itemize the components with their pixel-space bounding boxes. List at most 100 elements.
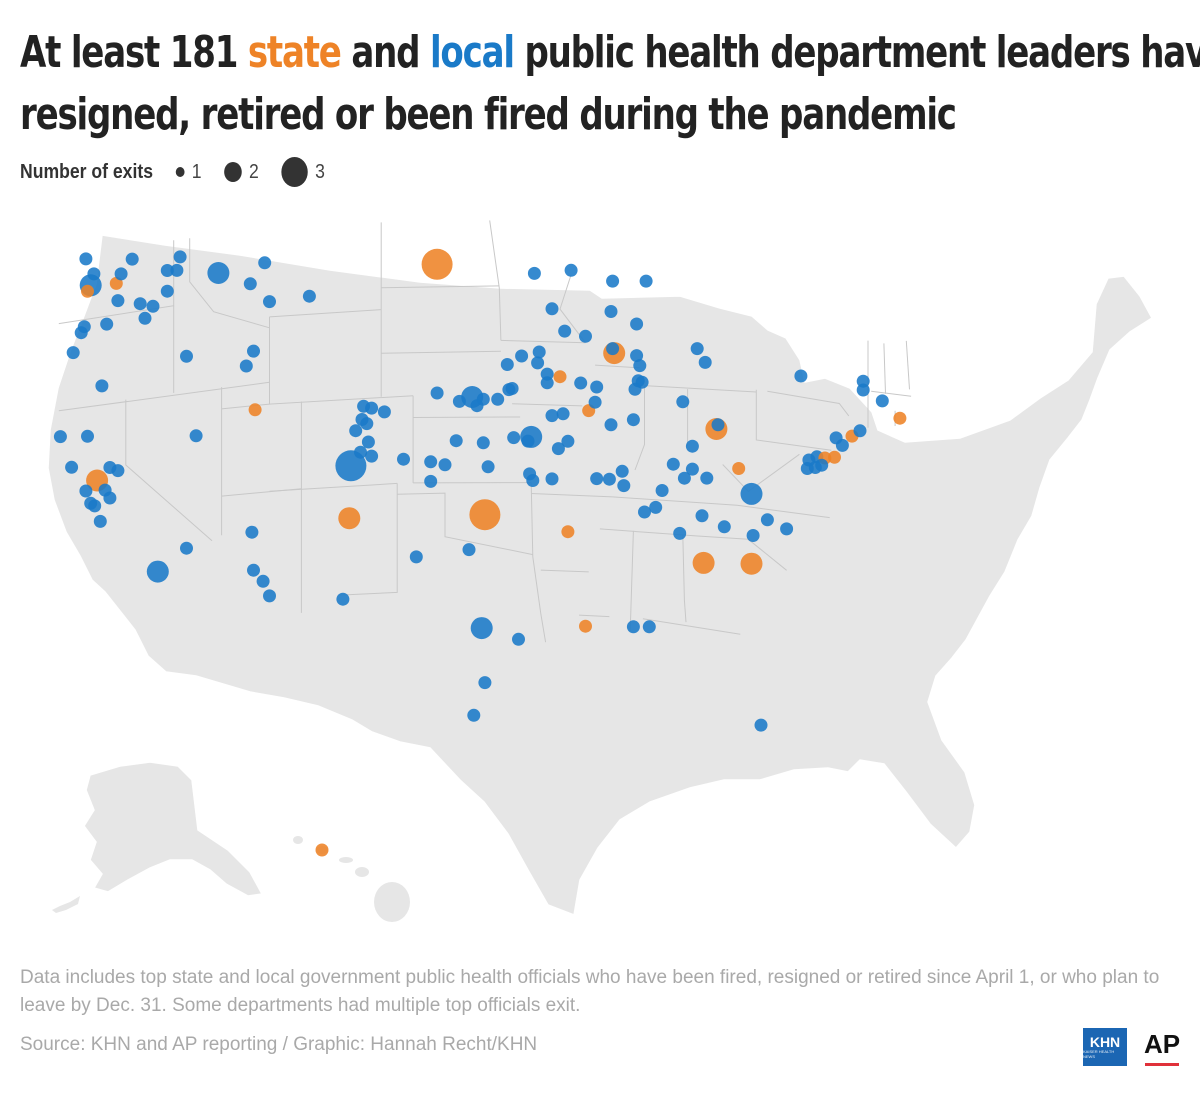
exit-dot-local xyxy=(515,349,529,363)
hawaii-islands xyxy=(293,836,410,922)
exit-dot-local xyxy=(65,460,79,474)
exit-dot-local xyxy=(100,317,114,331)
exit-dot-local xyxy=(545,302,559,316)
exit-dot-local xyxy=(365,401,379,415)
state-border-line xyxy=(767,390,850,417)
exit-dot-local xyxy=(478,676,492,690)
headline-text: public health department leaders have xyxy=(513,27,1200,78)
exit-dot-local xyxy=(655,484,669,497)
us-map xyxy=(47,220,1153,922)
state-border-line xyxy=(125,399,213,542)
exit-dot-state xyxy=(692,551,715,574)
exit-dot-local xyxy=(754,718,768,732)
exit-dot-local xyxy=(685,439,699,453)
exit-dot-local xyxy=(111,464,125,478)
exit-dot-local xyxy=(449,434,463,448)
exit-dot-local xyxy=(717,520,731,534)
exit-dot-local xyxy=(579,329,592,343)
exit-dot-local xyxy=(470,617,493,640)
exit-dot-local xyxy=(875,394,889,408)
state-border-line xyxy=(905,340,910,390)
state-border-line xyxy=(381,350,501,354)
legend-label-2: 2 xyxy=(249,160,259,183)
exit-dot-local xyxy=(588,395,602,409)
state-border-line xyxy=(339,483,398,596)
exit-dot-local xyxy=(617,479,631,493)
exit-dot-local xyxy=(760,513,774,527)
exit-dot-state xyxy=(248,403,262,417)
exit-dot-local xyxy=(794,369,808,383)
exit-dot-state xyxy=(561,525,575,539)
state-border-line xyxy=(612,496,830,519)
exit-dot-local xyxy=(700,471,714,485)
state-keyword: state xyxy=(247,27,342,78)
exit-dot-local xyxy=(462,543,476,557)
exit-dot-local xyxy=(481,460,495,474)
exit-dot-local xyxy=(639,274,653,288)
exit-dot-local xyxy=(512,632,525,646)
exit-dot-local xyxy=(79,252,93,266)
exit-dot-local xyxy=(673,526,687,540)
exit-dot-local xyxy=(125,252,139,266)
exit-dot-local xyxy=(740,482,763,505)
exit-dot-local xyxy=(633,359,647,373)
exit-dot-local xyxy=(409,550,423,564)
exit-dot-local xyxy=(173,250,187,264)
state-border-line xyxy=(634,385,645,471)
exit-dot-local xyxy=(430,386,444,400)
exit-dot-state xyxy=(553,370,567,384)
exit-dot-local xyxy=(800,462,814,475)
exit-dot-local xyxy=(354,445,367,459)
headline-line-2: resigned, retired or been fired during t… xyxy=(20,89,957,140)
exit-dot-local xyxy=(66,346,80,360)
state-border-line xyxy=(871,390,912,397)
exit-dot-local xyxy=(628,382,642,396)
exit-dot-local xyxy=(491,392,505,406)
exit-dot-local xyxy=(133,297,147,311)
exit-dot-local xyxy=(467,708,481,722)
exit-dot-local xyxy=(452,394,466,408)
headline-line-1: At least 181 state and local public heal… xyxy=(20,22,1200,84)
ap-logo-text: AP xyxy=(1143,1029,1181,1059)
state-border-line xyxy=(381,285,500,289)
state-border-line xyxy=(512,403,583,407)
exit-dot-state xyxy=(893,411,907,425)
exit-dot-local xyxy=(556,407,570,421)
ap-logo-underline xyxy=(1145,1063,1179,1066)
headline: At least 181 state and local public heal… xyxy=(20,22,1200,146)
exit-dot-local xyxy=(87,267,101,281)
exit-dot-local xyxy=(531,356,545,370)
exit-dot-local xyxy=(360,417,374,431)
exit-dot-local xyxy=(95,379,109,393)
exit-dot-local xyxy=(424,455,438,469)
exit-dot-local xyxy=(564,263,578,277)
state-border-line xyxy=(397,492,533,556)
state-border-line xyxy=(500,339,586,344)
exit-dot-local xyxy=(590,380,604,394)
state-border-line xyxy=(269,309,382,318)
legend-dot-3 xyxy=(281,157,309,187)
exit-dot-local xyxy=(523,467,537,481)
exit-dot-local xyxy=(853,424,867,438)
exit-dot-local xyxy=(245,525,259,539)
hawaii-molokai xyxy=(339,857,353,863)
state-border-line xyxy=(530,482,547,643)
legend-dot-1 xyxy=(175,167,185,177)
contiguous-us-shape xyxy=(47,234,1153,917)
state-border-line xyxy=(413,416,521,418)
exit-dot-local xyxy=(638,505,651,519)
exit-dot-local xyxy=(103,491,117,505)
exit-dot-local xyxy=(438,458,452,472)
exit-dot-local xyxy=(180,541,193,555)
exit-dot-local xyxy=(189,429,203,443)
exit-dot-local xyxy=(79,484,93,498)
legend-item-1: 1 xyxy=(175,161,202,184)
exit-dot-local xyxy=(630,349,644,363)
exit-dot-local xyxy=(545,472,559,486)
aleutian-islands xyxy=(52,896,80,913)
khn-logo-text: KHN xyxy=(1089,1034,1121,1050)
exit-dot-local xyxy=(377,405,391,419)
state-border-line xyxy=(644,385,757,393)
exit-dot-local xyxy=(74,326,88,340)
exit-dot-local xyxy=(81,429,94,443)
